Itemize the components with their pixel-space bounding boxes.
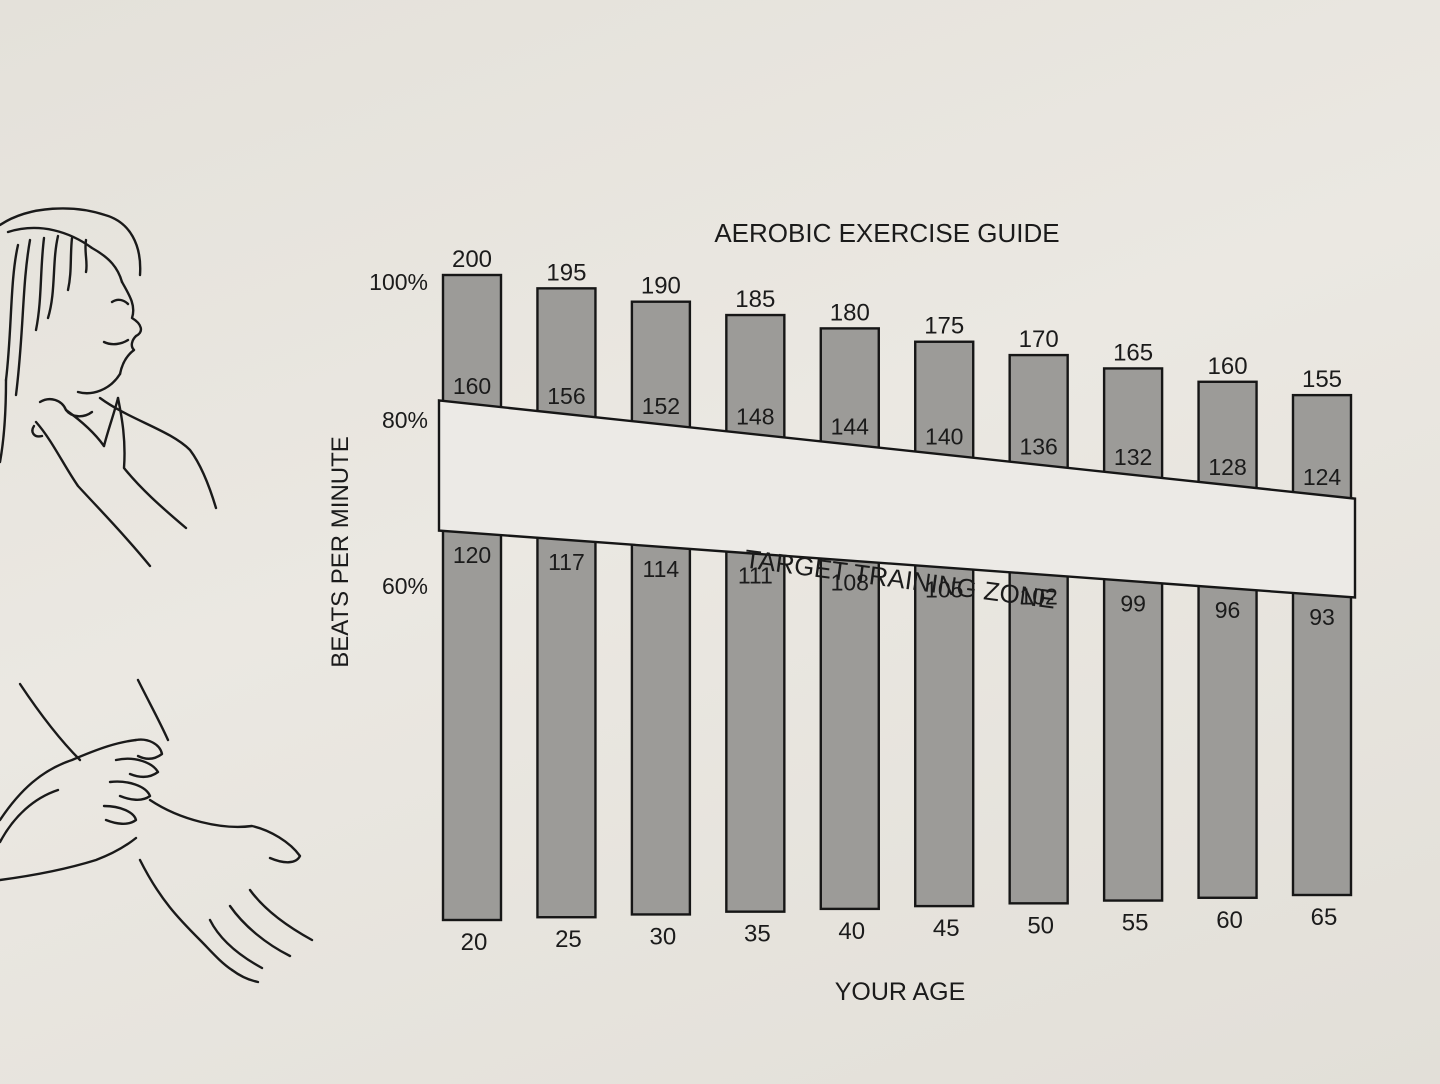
age-tick-label: 50 bbox=[1027, 912, 1054, 939]
value-labels-layer: 200 195 190 185 180 175 170 165 160 155 160 120 156 1… bbox=[452, 246, 1342, 630]
x-axis-title: YOUR AGE bbox=[835, 978, 966, 1006]
rate-80-label: 152 bbox=[642, 393, 680, 419]
rate-60-label: 93 bbox=[1309, 604, 1335, 630]
rate-60-label: 114 bbox=[643, 556, 680, 582]
bar-age-20 bbox=[441, 273, 503, 922]
axis-labels-layer: 20 25 30 35 40 45 50 55 60 65 bbox=[461, 904, 1338, 956]
bars-layer bbox=[441, 273, 1353, 922]
bar-age-35 bbox=[725, 313, 786, 913]
rate-60-label: 102 bbox=[1019, 583, 1057, 609]
bar-age-65 bbox=[1291, 393, 1353, 897]
max-rate-label: 155 bbox=[1302, 366, 1342, 393]
age-tick-label: 25 bbox=[555, 926, 582, 953]
rate-80-label: 136 bbox=[1019, 434, 1057, 460]
age-tick-label: 30 bbox=[650, 923, 677, 950]
rate-80-label: 140 bbox=[925, 424, 963, 450]
age-tick-label: 60 bbox=[1216, 907, 1243, 934]
max-rate-label: 175 bbox=[924, 313, 964, 340]
bar-age-60 bbox=[1197, 380, 1258, 899]
y-percent-label-100: 100% bbox=[369, 269, 428, 295]
age-tick-label: 35 bbox=[744, 921, 771, 948]
age-tick-label: 55 bbox=[1122, 910, 1149, 937]
rate-80-label: 124 bbox=[1303, 464, 1342, 490]
y-axis-title: BEATS PER MINUTE bbox=[327, 436, 354, 668]
bar-age-40 bbox=[819, 327, 880, 911]
rate-80-label: 128 bbox=[1208, 454, 1246, 480]
target-zone-band bbox=[437, 399, 1357, 599]
age-tick-label: 65 bbox=[1311, 904, 1338, 931]
bar-age-45 bbox=[914, 340, 975, 908]
bar-age-25 bbox=[536, 287, 597, 919]
age-tick-label: 45 bbox=[933, 915, 960, 942]
max-rate-label: 185 bbox=[735, 286, 775, 313]
max-rate-label: 180 bbox=[830, 299, 870, 326]
rate-80-label: 144 bbox=[831, 413, 870, 439]
rate-60-label: 108 bbox=[831, 570, 869, 596]
rate-80-label: 148 bbox=[736, 403, 774, 429]
rate-60-label: 105 bbox=[925, 576, 963, 602]
bar-age-50 bbox=[1008, 353, 1069, 905]
y-percent-label-80: 80% bbox=[382, 407, 428, 433]
bar-age-30 bbox=[630, 300, 692, 916]
y-percent-label-60: 60% bbox=[382, 573, 428, 599]
age-tick-label: 20 bbox=[461, 929, 488, 956]
rate-80-label: 132 bbox=[1114, 444, 1152, 470]
max-rate-label: 165 bbox=[1113, 339, 1153, 366]
age-tick-label: 40 bbox=[838, 918, 865, 945]
bar-age-55 bbox=[1102, 367, 1164, 902]
rate-80-label: 160 bbox=[453, 373, 491, 399]
target-zone-band-shape bbox=[437, 399, 1357, 599]
max-rate-label: 200 bbox=[452, 246, 492, 273]
rate-60-label: 99 bbox=[1120, 590, 1146, 616]
max-rate-label: 190 bbox=[641, 273, 681, 300]
max-rate-label: 195 bbox=[546, 259, 586, 286]
chart-title: AEROBIC EXERCISE GUIDE bbox=[714, 218, 1059, 248]
rate-60-label: 111 bbox=[738, 563, 773, 589]
rate-60-label: 120 bbox=[453, 542, 491, 568]
pulse-check-illustration bbox=[0, 207, 314, 984]
rate-60-label: 96 bbox=[1215, 597, 1241, 623]
max-rate-label: 170 bbox=[1019, 326, 1059, 353]
rate-80-label: 156 bbox=[547, 383, 585, 409]
rate-60-label: 117 bbox=[548, 549, 585, 575]
max-rate-label: 160 bbox=[1208, 353, 1248, 380]
